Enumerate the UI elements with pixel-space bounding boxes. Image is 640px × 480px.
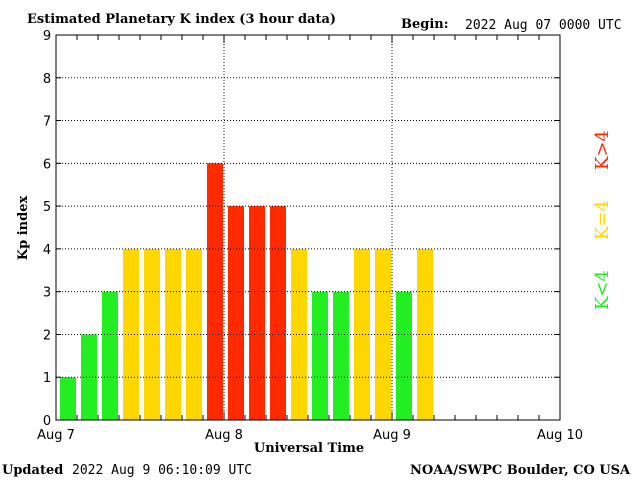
legend-high: K>4 bbox=[592, 130, 613, 170]
begin-label: Begin: bbox=[401, 17, 449, 32]
kp-bar bbox=[228, 206, 244, 420]
y-tick-label: 9 bbox=[43, 29, 51, 44]
y-tick-label: 8 bbox=[43, 72, 51, 87]
x-axis-label: Universal Time bbox=[254, 441, 364, 456]
kp-bar bbox=[60, 377, 76, 420]
y-tick-label: 5 bbox=[43, 200, 51, 215]
kp-bar bbox=[270, 206, 286, 420]
kp-bar bbox=[102, 291, 118, 420]
grid-lines bbox=[56, 35, 560, 420]
axis-ticks: 0 1 2 3 4 5 6 7 8 9 Aug 7 Aug 8 Aug 9 Aug 10 bbox=[37, 29, 583, 443]
y-tick-label: 6 bbox=[43, 157, 51, 172]
legend-low: K<4 bbox=[592, 270, 613, 310]
kp-bar bbox=[396, 291, 412, 420]
legend-mid: K=4 bbox=[592, 200, 613, 240]
y-tick-label: 3 bbox=[43, 286, 51, 301]
x-tick-label: Aug 7 bbox=[37, 428, 75, 443]
x-tick-label: Aug 9 bbox=[373, 428, 411, 443]
begin-value: 2022 Aug 07 0000 UTC bbox=[465, 18, 622, 33]
y-tick-label: 2 bbox=[43, 328, 51, 343]
kp-bar bbox=[249, 206, 265, 420]
updated-value: 2022 Aug 9 06:10:09 UTC bbox=[72, 463, 252, 478]
chart-title: Estimated Planetary K index (3 hour data… bbox=[27, 12, 336, 27]
source-credit: NOAA/SWPC Boulder, CO USA bbox=[410, 463, 631, 478]
y-tick-label: 4 bbox=[43, 243, 51, 258]
updated-label: Updated bbox=[2, 463, 63, 478]
x-tick-label: Aug 10 bbox=[537, 428, 583, 443]
y-axis-label: Kp index bbox=[16, 196, 31, 261]
y-tick-label: 7 bbox=[43, 115, 51, 130]
y-tick-label: 0 bbox=[43, 414, 51, 429]
kp-bar bbox=[333, 291, 349, 420]
x-tick-label: Aug 8 bbox=[205, 428, 243, 443]
y-tick-label: 1 bbox=[43, 371, 51, 386]
kp-bar bbox=[312, 291, 328, 420]
